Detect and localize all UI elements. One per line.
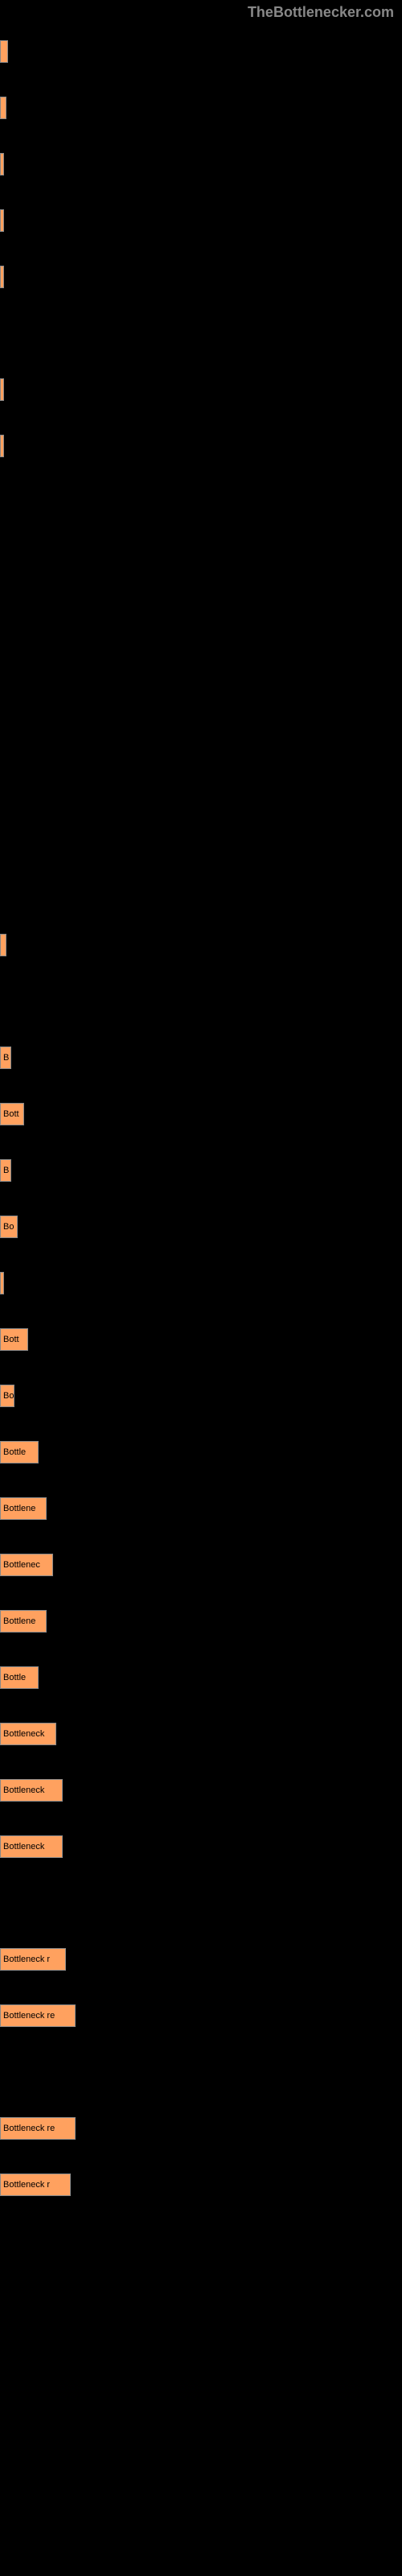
bar-item: [0, 209, 4, 232]
bar-item: [0, 378, 4, 401]
bar-item: [0, 153, 4, 175]
bar-item: B: [0, 1046, 11, 1069]
chart-container: TheBottlenecker.com B Bott B Bo Bott Bo Bottle…: [0, 0, 402, 2576]
bar-item: Bottlenec: [0, 1554, 53, 1576]
bar-item: Bottleneck: [0, 1835, 63, 1858]
bar-item: [0, 266, 4, 288]
bar-item: Bott: [0, 1328, 28, 1351]
bar-item: Bottleneck r: [0, 2174, 71, 2196]
bar-item: Bottle: [0, 1666, 39, 1689]
bar-item: Bottleneck re: [0, 2004, 76, 2027]
bar-item: Bottlene: [0, 1610, 47, 1633]
bar-item: B: [0, 1159, 11, 1182]
bar-item: [0, 934, 6, 956]
bar-item: Bo: [0, 1216, 18, 1238]
bar-item: [0, 1272, 4, 1294]
bar-item: Bott: [0, 1103, 24, 1125]
bar-item: Bo: [0, 1385, 14, 1407]
bar-item: Bottleneck: [0, 1779, 63, 1802]
bar-item: Bottle: [0, 1441, 39, 1463]
bar-item: [0, 435, 4, 457]
watermark-text: TheBottlenecker.com: [248, 4, 394, 21]
bar-item: Bottleneck r: [0, 1948, 66, 1971]
bar-item: Bottleneck: [0, 1723, 56, 1745]
bar-item: [0, 40, 8, 63]
bar-item: Bottlene: [0, 1497, 47, 1520]
bar-item: [0, 97, 6, 119]
bar-item: Bottleneck re: [0, 2117, 76, 2140]
